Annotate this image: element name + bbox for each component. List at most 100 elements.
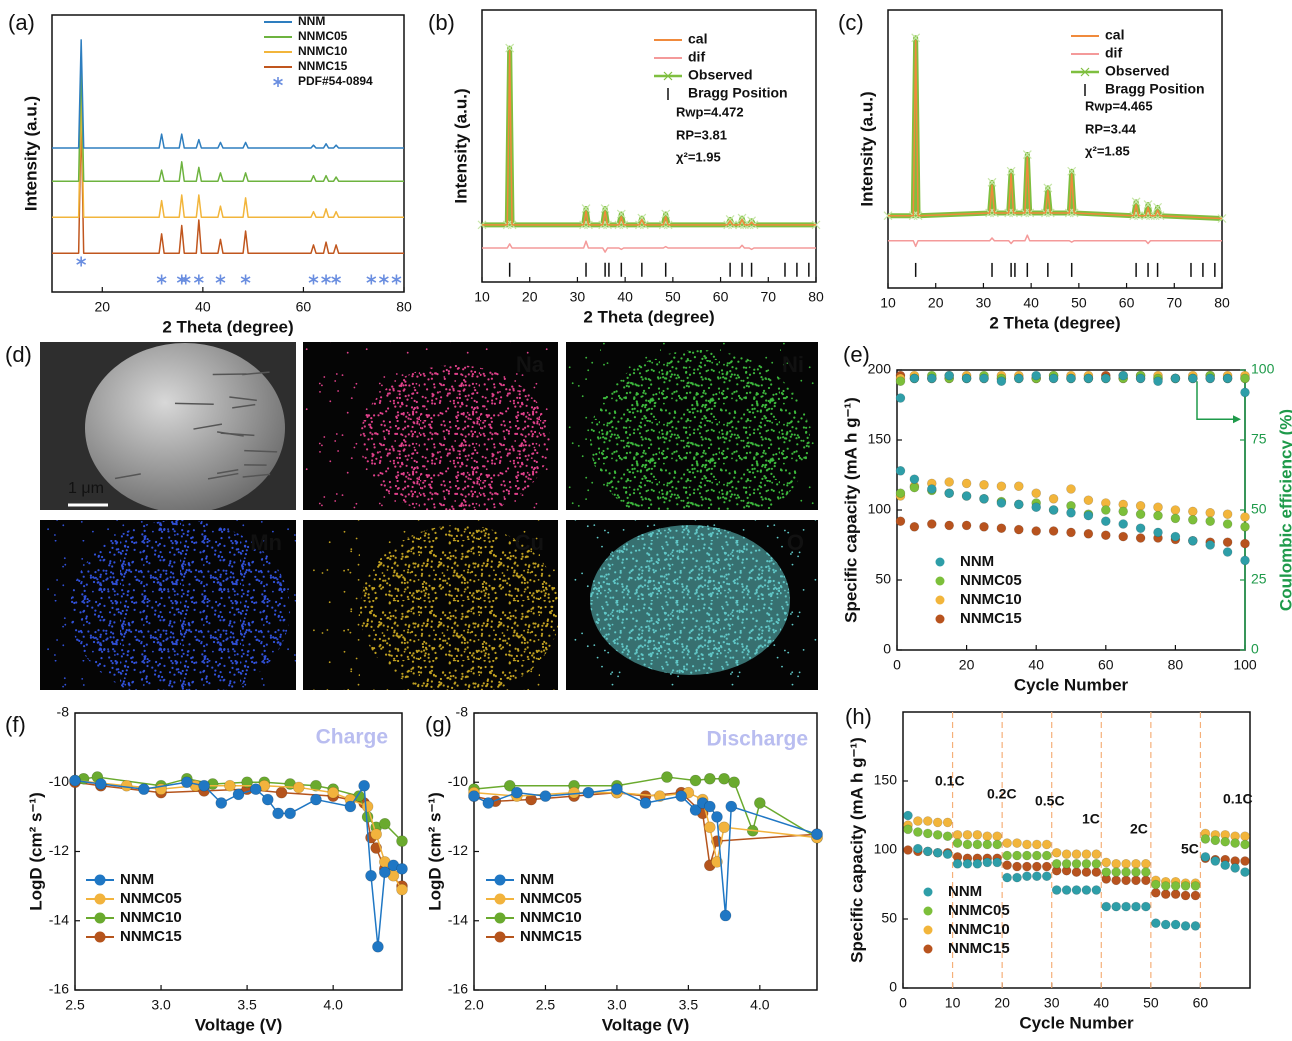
y-tick-label: -8 bbox=[456, 704, 469, 720]
marker bbox=[690, 775, 701, 786]
marker bbox=[933, 830, 942, 839]
marker bbox=[943, 832, 952, 841]
marker bbox=[953, 839, 962, 848]
y-tick-label: 100 bbox=[874, 841, 898, 857]
legend-label: NNM bbox=[520, 871, 554, 888]
marker bbox=[1013, 862, 1022, 871]
marker bbox=[1092, 850, 1101, 859]
marker bbox=[1052, 848, 1061, 857]
grain bbox=[175, 403, 214, 404]
marker bbox=[1102, 858, 1111, 867]
x-tick-label: 50 bbox=[665, 289, 681, 305]
element-label: Cu bbox=[515, 530, 544, 555]
y-axis-label: Intensity (a.u.) bbox=[451, 88, 470, 203]
x-tick-label: 2.0 bbox=[464, 997, 484, 1013]
marker bbox=[997, 524, 1006, 533]
marker bbox=[1241, 857, 1250, 866]
marker bbox=[1191, 891, 1200, 900]
x-axis-label: Cycle Number bbox=[1019, 1013, 1134, 1032]
marker bbox=[910, 483, 919, 492]
marker bbox=[1014, 525, 1023, 534]
legend-label: NNMC15 bbox=[298, 59, 348, 73]
marker bbox=[1082, 886, 1091, 895]
micrograph bbox=[566, 342, 818, 530]
marker bbox=[1171, 890, 1180, 899]
marker bbox=[1171, 881, 1180, 890]
x-tick-label: 0 bbox=[899, 995, 907, 1011]
legend-label: Observed bbox=[1105, 63, 1170, 79]
marker bbox=[913, 828, 922, 837]
marker bbox=[250, 784, 261, 795]
marker bbox=[199, 780, 210, 791]
marker bbox=[980, 374, 989, 383]
annotation: χ²=1.95 bbox=[676, 149, 721, 164]
x-tick-label: 30 bbox=[976, 295, 992, 311]
marker bbox=[1072, 886, 1081, 895]
marker bbox=[1161, 920, 1170, 929]
legend-label: Observed bbox=[688, 67, 753, 83]
annotation: 1C bbox=[1082, 811, 1100, 827]
marker bbox=[973, 859, 982, 868]
y-axis-label: Intensity (a.u.) bbox=[857, 91, 876, 206]
marker bbox=[923, 847, 932, 856]
marker bbox=[1101, 517, 1110, 526]
marker bbox=[754, 798, 765, 809]
marker bbox=[1102, 902, 1111, 911]
marker bbox=[1154, 377, 1163, 386]
y-axis-label: LogD (cm² s⁻¹) bbox=[26, 792, 45, 911]
marker bbox=[933, 818, 942, 827]
marker bbox=[1211, 836, 1220, 845]
marker bbox=[1032, 851, 1041, 860]
marker bbox=[1112, 876, 1121, 885]
marker bbox=[1119, 532, 1128, 541]
marker bbox=[1201, 852, 1210, 861]
marker bbox=[1141, 902, 1150, 911]
x-tick-label: 20 bbox=[994, 995, 1010, 1011]
panel-label: (b) bbox=[428, 10, 455, 35]
marker bbox=[1084, 511, 1093, 520]
panel-label: (h) bbox=[845, 704, 872, 729]
marker bbox=[1191, 921, 1200, 930]
marker bbox=[962, 479, 971, 488]
marker bbox=[1032, 872, 1041, 881]
x-tick-label: 20 bbox=[94, 299, 110, 315]
marker bbox=[661, 772, 672, 783]
marker bbox=[993, 832, 1002, 841]
legend-label: cal bbox=[688, 31, 707, 47]
marker bbox=[1223, 538, 1232, 547]
element-label: Ni bbox=[782, 352, 804, 377]
marker bbox=[933, 848, 942, 857]
marker bbox=[1013, 873, 1022, 882]
element-label: Na bbox=[516, 352, 545, 377]
panel-label: (f) bbox=[5, 712, 26, 737]
y-axis-label: Specific capacity (mA h g⁻¹) bbox=[841, 397, 860, 623]
marker bbox=[1171, 532, 1180, 541]
marker bbox=[1122, 902, 1131, 911]
annotation: Rwp=4.472 bbox=[676, 104, 744, 119]
marker bbox=[1067, 485, 1076, 494]
marker bbox=[1171, 514, 1180, 523]
x-tick-label: 2.5 bbox=[65, 997, 85, 1013]
marker bbox=[1022, 872, 1031, 881]
legend-label: NNM bbox=[298, 14, 325, 28]
marker bbox=[704, 801, 715, 812]
marker bbox=[1161, 890, 1170, 899]
marker bbox=[927, 485, 936, 494]
marker bbox=[973, 830, 982, 839]
y-tick-label: -12 bbox=[448, 842, 468, 858]
marker bbox=[1067, 374, 1076, 383]
marker bbox=[945, 489, 954, 498]
marker bbox=[1013, 851, 1022, 860]
y-tick-label: 50 bbox=[881, 910, 897, 926]
marker bbox=[923, 817, 932, 826]
map-signal bbox=[590, 350, 810, 530]
marker bbox=[1112, 902, 1121, 911]
marker bbox=[1062, 886, 1071, 895]
marker bbox=[943, 818, 952, 827]
marker bbox=[812, 829, 823, 840]
marker bbox=[1062, 850, 1071, 859]
x-tick-label: 60 bbox=[713, 289, 729, 305]
legend-marker bbox=[924, 926, 933, 935]
marker bbox=[397, 884, 408, 895]
grain bbox=[213, 374, 247, 375]
